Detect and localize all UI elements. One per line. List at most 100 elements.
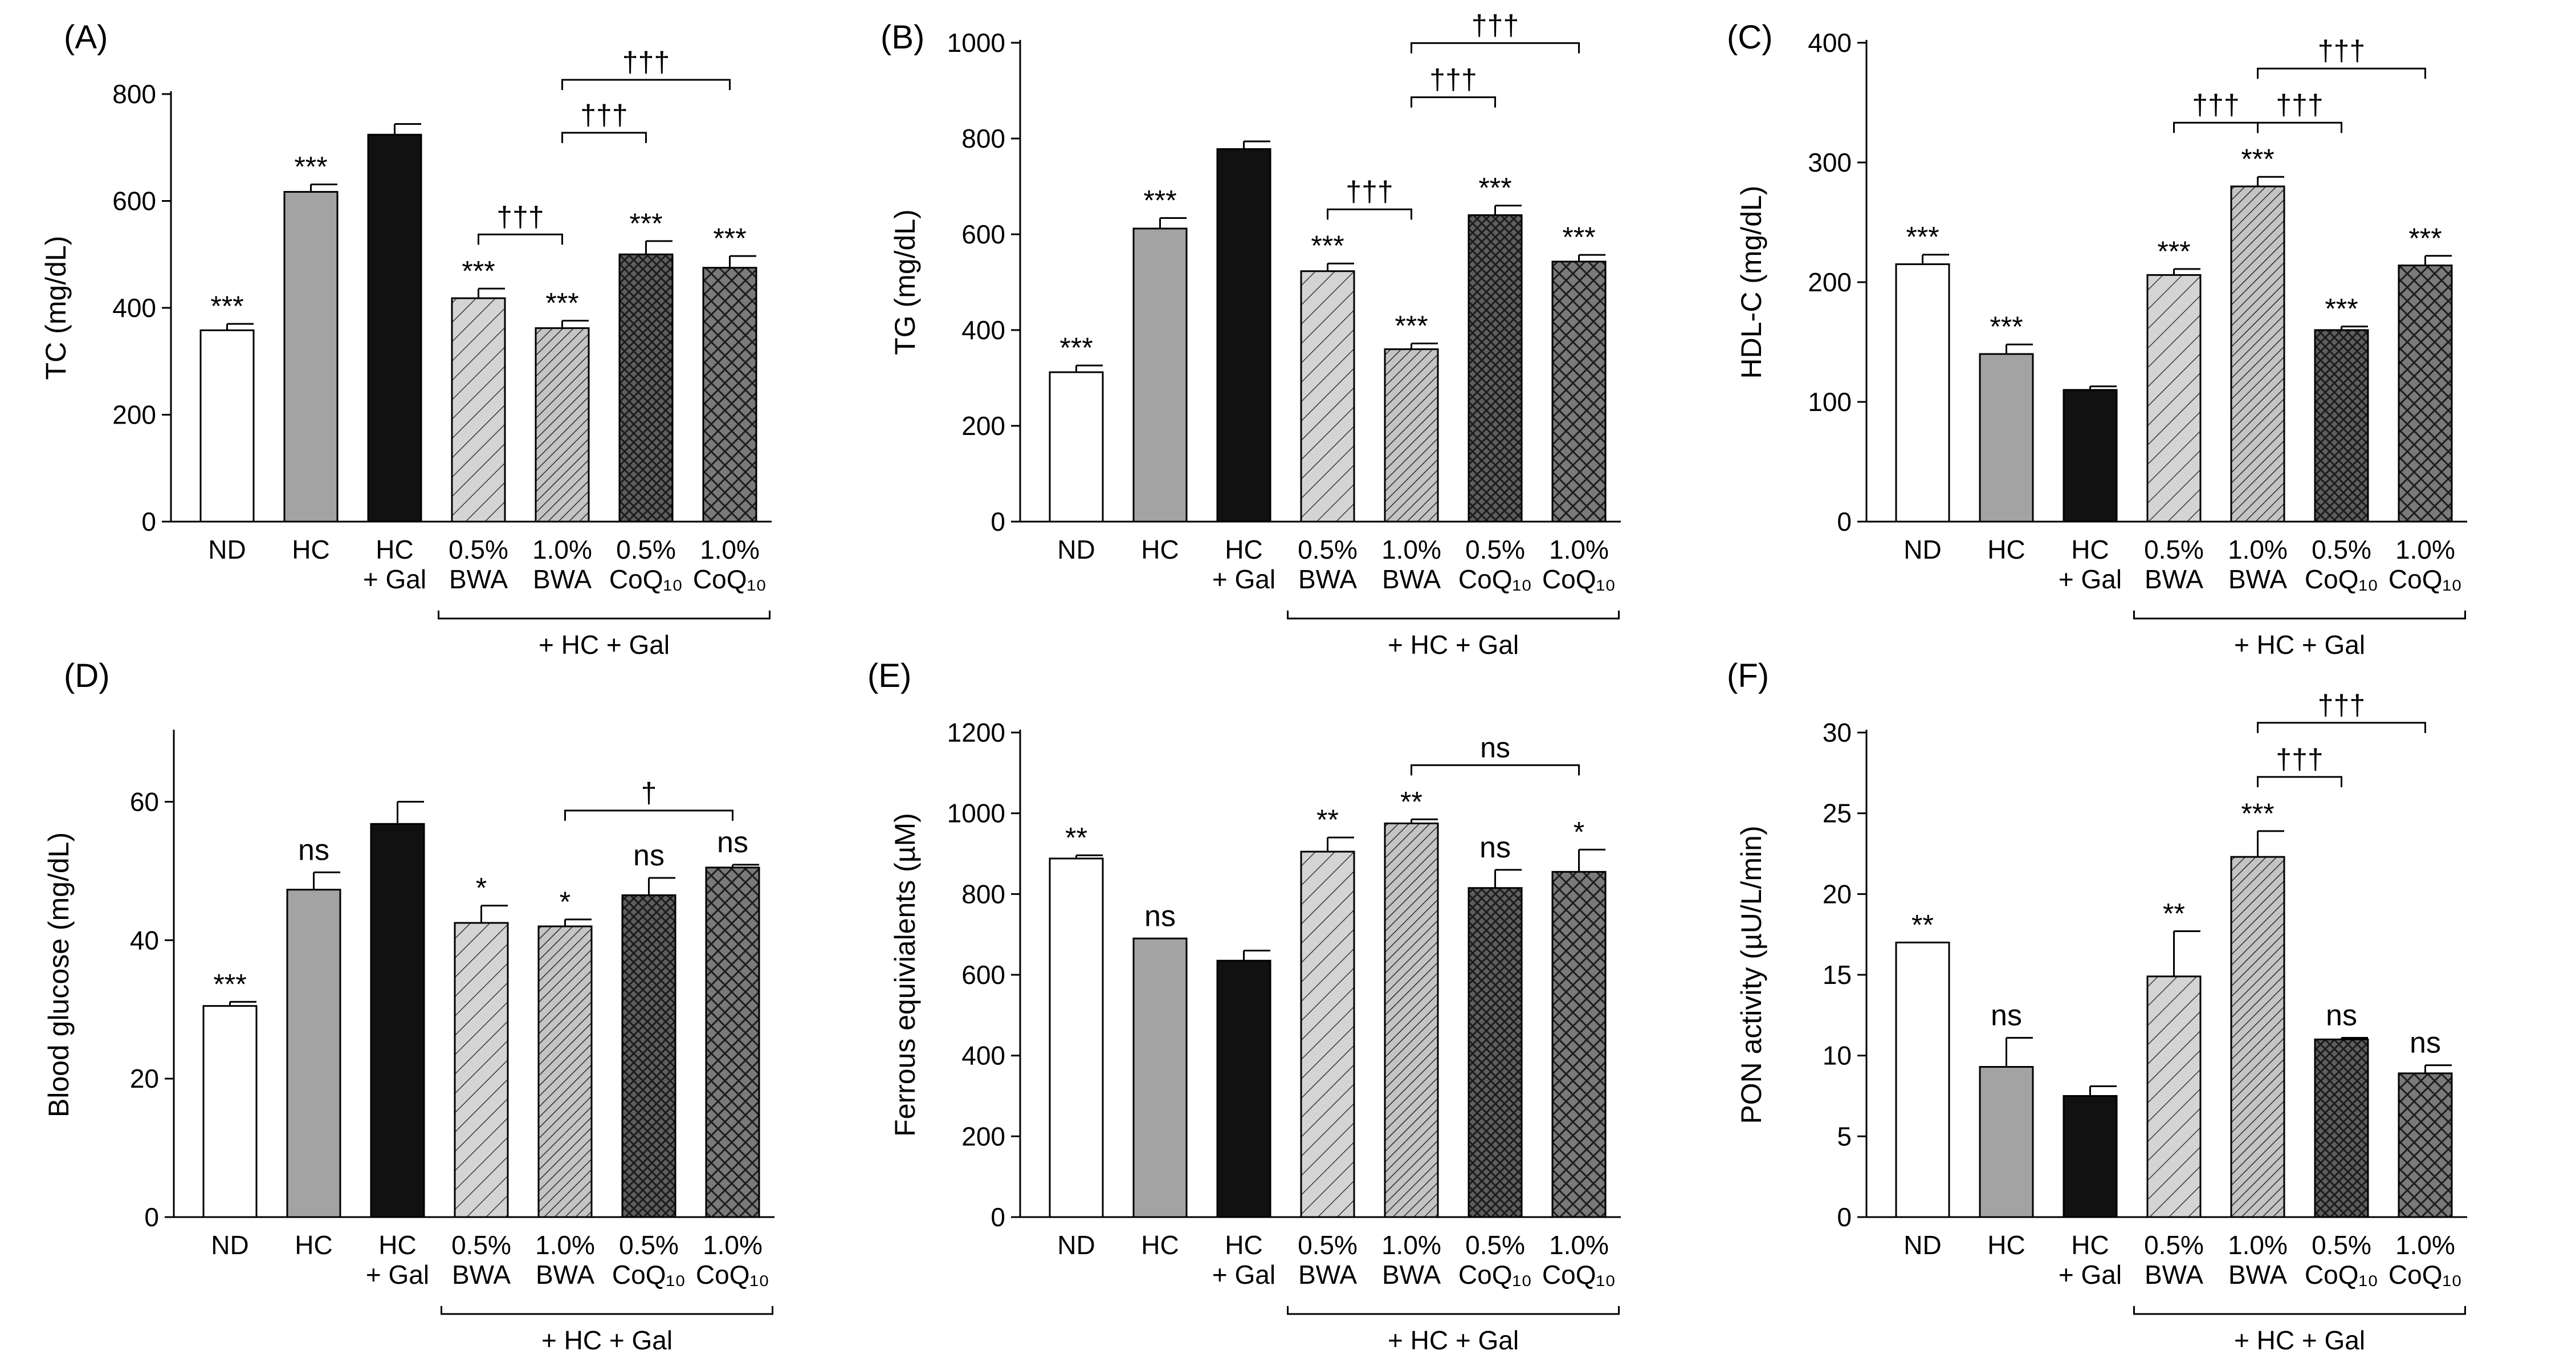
category-label: BWA [1298, 1260, 1357, 1289]
category-label: + Gal [1212, 1260, 1275, 1289]
category-label: BWA [452, 1260, 511, 1289]
bar [618, 253, 674, 523]
bar [1979, 353, 2034, 523]
comparison-bracket [1327, 208, 1412, 220]
category-label: 0.5% [2144, 535, 2204, 564]
bar [451, 297, 506, 523]
comparison-bracket [1411, 42, 1580, 54]
comparison-label: ††† [2276, 743, 2323, 775]
significance-mark: ns [717, 826, 748, 859]
category-label: HC [1141, 1230, 1179, 1260]
bar [1468, 214, 1523, 523]
group-label: + HC + Gal [2234, 630, 2365, 660]
group-label: + HC + Gal [2234, 1325, 2365, 1355]
y-tick-label: 10 [1823, 1041, 1852, 1071]
bar [1300, 851, 1355, 1218]
category-label: + Gal [2059, 1260, 2122, 1289]
category-label: 1.0% [1549, 535, 1609, 564]
bar [621, 894, 676, 1218]
y-tick-label: 100 [1808, 387, 1852, 417]
significance-mark: ns [2410, 1027, 2441, 1060]
bar [202, 1005, 258, 1218]
comparison-label: ††† [622, 46, 670, 78]
category-label: BWA [1382, 1260, 1441, 1289]
category-label: BWA [2145, 564, 2203, 594]
significance-mark: ** [1911, 909, 1934, 941]
panel-letter: (D) [64, 657, 110, 694]
significance-mark: *** [1990, 311, 2023, 343]
significance-mark: ** [2163, 898, 2185, 930]
category-label: 1.0% [700, 535, 760, 564]
group-label: + HC + Gal [541, 1325, 672, 1355]
category-label: CoQ₁₀ [2305, 564, 2378, 594]
group-label: + HC + Gal [1388, 630, 1519, 660]
y-tick-label: 30 [1823, 718, 1852, 747]
bar [1979, 1066, 2034, 1218]
bar [1551, 870, 1607, 1218]
category-label: 1.0% [2228, 535, 2288, 564]
comparison-label: ††† [2318, 35, 2365, 67]
bar [1895, 941, 1950, 1218]
significance-mark: * [476, 872, 487, 904]
panel-letter: (A) [64, 19, 108, 56]
bar [2146, 274, 2202, 523]
significance-mark: *** [1143, 184, 1176, 216]
y-tick-label: 800 [961, 124, 1005, 153]
y-tick-label: 800 [112, 79, 156, 109]
y-tick-label: 200 [961, 1121, 1005, 1151]
panel-letter: (B) [881, 19, 924, 56]
comparison-bracket [561, 79, 731, 90]
comparison-bracket [2257, 722, 2426, 733]
significance-mark: *** [1059, 332, 1093, 364]
category-label: 0.5% [2312, 535, 2371, 564]
category-label: HC [292, 535, 329, 564]
bar [1300, 270, 1355, 523]
significance-mark: ns [2326, 999, 2357, 1032]
bar [1216, 148, 1271, 523]
significance-mark: *** [294, 150, 327, 182]
bar [1551, 261, 1607, 523]
category-label: BWA [449, 564, 508, 594]
category-label: ND [1904, 1230, 1941, 1260]
group-bracket [1287, 1306, 1620, 1315]
category-label: CoQ₁₀ [1458, 564, 1532, 594]
category-label: 0.5% [1298, 1230, 1358, 1260]
category-label: + Gal [1212, 564, 1275, 594]
y-tick-label: 400 [961, 1041, 1005, 1071]
category-label: HC [1141, 535, 1179, 564]
bar [705, 866, 760, 1218]
y-tick-label: 600 [961, 219, 1005, 249]
comparison-bracket [564, 809, 733, 821]
comparison-bracket [2257, 121, 2342, 133]
comparison-bracket [1411, 96, 1496, 108]
significance-mark: *** [1478, 172, 1511, 204]
bar [702, 267, 757, 523]
comparison-label: ††† [1429, 64, 1477, 96]
significance-mark: *** [1562, 221, 1595, 253]
category-label: + Gal [363, 564, 426, 594]
y-tick-label: 0 [144, 1202, 159, 1232]
y-tick-label: 5 [1837, 1121, 1852, 1151]
comparison-bracket [1411, 764, 1580, 776]
bar [2314, 1038, 2369, 1218]
category-label: BWA [533, 564, 592, 594]
bar [370, 823, 425, 1218]
y-tick-label: 0 [1837, 507, 1852, 536]
bar [2398, 1072, 2453, 1218]
category-label: 1.0% [2395, 1230, 2455, 1260]
y-tick-label: 15 [1823, 960, 1852, 990]
comparison-bracket [561, 132, 647, 143]
comparison-bracket [478, 233, 563, 245]
comparison-bracket [2173, 121, 2259, 133]
y-tick-label: 400 [1808, 28, 1852, 58]
panel-e: (E) 0 200 400 600 800 1000 1200 Ferrous equivial… [867, 657, 1621, 1355]
category-label: CoQ₁₀ [2388, 564, 2462, 594]
category-label: BWA [2145, 1260, 2203, 1289]
bar [2230, 185, 2285, 523]
significance-mark: *** [2241, 143, 2274, 175]
significance-mark: *** [2157, 235, 2190, 267]
y-tick-label: 0 [141, 507, 156, 536]
category-label: HC [295, 1230, 332, 1260]
category-label: BWA [1382, 564, 1441, 594]
